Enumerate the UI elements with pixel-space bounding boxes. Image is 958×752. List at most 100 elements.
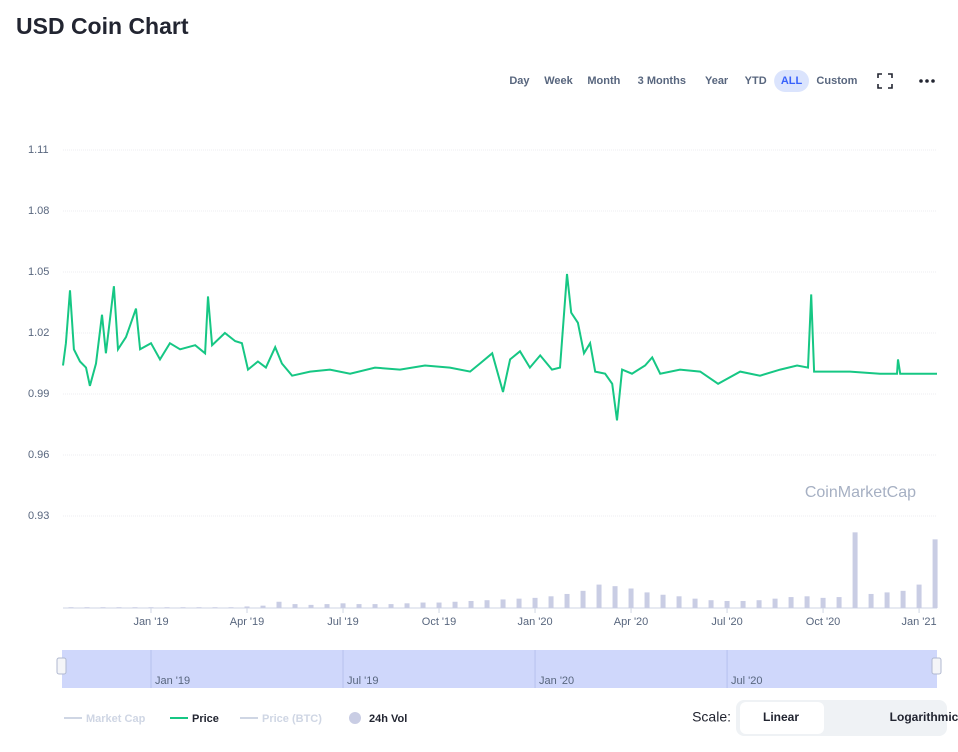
navigator-tick-label: Jan '19: [155, 675, 190, 687]
volume-bar: [548, 596, 554, 608]
volume-bar: [340, 603, 346, 608]
volume-bar: [868, 593, 874, 608]
y-tick-label: 1.11: [28, 144, 49, 156]
navigator-tick-label: Jan '20: [539, 675, 574, 687]
volume-bar: [708, 600, 714, 608]
volume-bar: [676, 596, 682, 608]
volume-bar: [420, 602, 426, 608]
volume-bar: [788, 597, 794, 608]
scale-label: Scale:: [692, 709, 731, 725]
x-tick-label: Jul '20: [711, 616, 742, 628]
y-tick-label: 0.96: [28, 449, 49, 461]
range-button[interactable]: Week: [544, 75, 573, 87]
volume-bar: [884, 592, 890, 608]
legend-swatch: [349, 712, 361, 724]
volume-bar: [772, 598, 778, 608]
volume-bar: [500, 599, 506, 608]
volume-bar: [436, 602, 442, 608]
volume-bar: [596, 584, 602, 608]
navigator-tick-label: Jul '20: [731, 675, 762, 687]
y-tick-label: 1.02: [28, 327, 49, 339]
range-button[interactable]: Day: [509, 75, 530, 87]
volume-bar: [164, 607, 170, 608]
x-tick-label: Jan '20: [517, 616, 552, 628]
range-button[interactable]: Custom: [816, 75, 857, 87]
range-button[interactable]: ALL: [781, 75, 803, 87]
x-tick-label: Apr '19: [230, 616, 265, 628]
volume-bar: [612, 586, 618, 608]
navigator-window[interactable]: [62, 650, 937, 688]
range-button-active[interactable]: [774, 70, 809, 92]
y-tick-label: 0.99: [28, 388, 49, 400]
more-icon[interactable]: [919, 79, 935, 83]
volume-bar: [900, 590, 906, 608]
range-button[interactable]: YTD: [745, 75, 767, 87]
scale-option-active[interactable]: [740, 702, 824, 734]
volume-bar: [644, 592, 650, 608]
x-tick-label: Jan '21: [902, 616, 937, 628]
volume-bar: [324, 604, 330, 608]
volume-bar: [724, 600, 730, 608]
y-tick-label: 1.05: [28, 266, 49, 278]
price-line: [62, 273, 937, 421]
volume-bar: [484, 600, 490, 608]
volume-bar: [580, 590, 586, 608]
volume-bar: [852, 532, 858, 608]
volume-bar: [196, 607, 202, 608]
x-tick-label: Jan '19: [133, 616, 168, 628]
volume-bar: [388, 604, 394, 608]
volume-bar: [292, 604, 298, 608]
navigator-handle[interactable]: [931, 657, 942, 675]
volume-bar: [740, 600, 746, 608]
chart-title: USD Coin Chart: [16, 13, 189, 39]
range-button[interactable]: Year: [705, 75, 729, 87]
x-tick-label: Apr '20: [614, 616, 649, 628]
volume-bar: [756, 600, 762, 608]
volume-bar: [532, 597, 538, 608]
watermark: CoinMarketCap: [805, 484, 916, 501]
navigator-tick-label: Jul '19: [347, 675, 378, 687]
volume-bar: [820, 597, 826, 608]
volume-bar: [260, 605, 266, 608]
volume-bar: [916, 584, 922, 608]
volume-bar: [452, 601, 458, 608]
volume-bar: [516, 598, 522, 608]
volume-bar: [228, 607, 234, 608]
x-tick-label: Oct '20: [806, 616, 841, 628]
y-tick-label: 1.08: [28, 205, 49, 217]
scale-option[interactable]: Logarithmic: [890, 710, 958, 724]
volume-bar: [404, 603, 410, 608]
legend-label[interactable]: Price: [192, 713, 219, 725]
volume-bar: [276, 601, 282, 608]
legend-label[interactable]: Market Cap: [86, 713, 146, 725]
volume-bar: [68, 607, 74, 608]
range-button[interactable]: 3 Months: [638, 75, 686, 87]
scale-option[interactable]: Linear: [763, 710, 799, 724]
volume-bar: [660, 594, 666, 608]
legend-label[interactable]: Price (BTC): [262, 713, 322, 725]
volume-bar: [836, 597, 842, 608]
volume-bar: [932, 539, 938, 608]
fullscreen-icon[interactable]: [877, 73, 893, 89]
volume-bar: [244, 606, 250, 608]
volume-bar: [372, 604, 378, 608]
volume-bar: [308, 604, 314, 608]
volume-bar: [628, 588, 634, 608]
volume-bar: [84, 607, 90, 608]
x-tick-label: Oct '19: [422, 616, 457, 628]
volume-bar: [132, 607, 138, 608]
legend-label[interactable]: 24h Vol: [369, 713, 407, 725]
volume-bar: [212, 607, 218, 608]
volume-bar: [100, 607, 106, 608]
y-tick-label: 0.93: [28, 510, 49, 522]
volume-bar: [356, 604, 362, 608]
navigator-handle[interactable]: [56, 657, 67, 675]
x-tick-label: Jul '19: [327, 616, 358, 628]
volume-bar: [180, 607, 186, 608]
range-button[interactable]: Month: [587, 75, 620, 87]
volume-bar: [692, 598, 698, 608]
volume-bar: [148, 607, 154, 608]
volume-bar: [116, 607, 122, 608]
volume-bar: [564, 593, 570, 608]
